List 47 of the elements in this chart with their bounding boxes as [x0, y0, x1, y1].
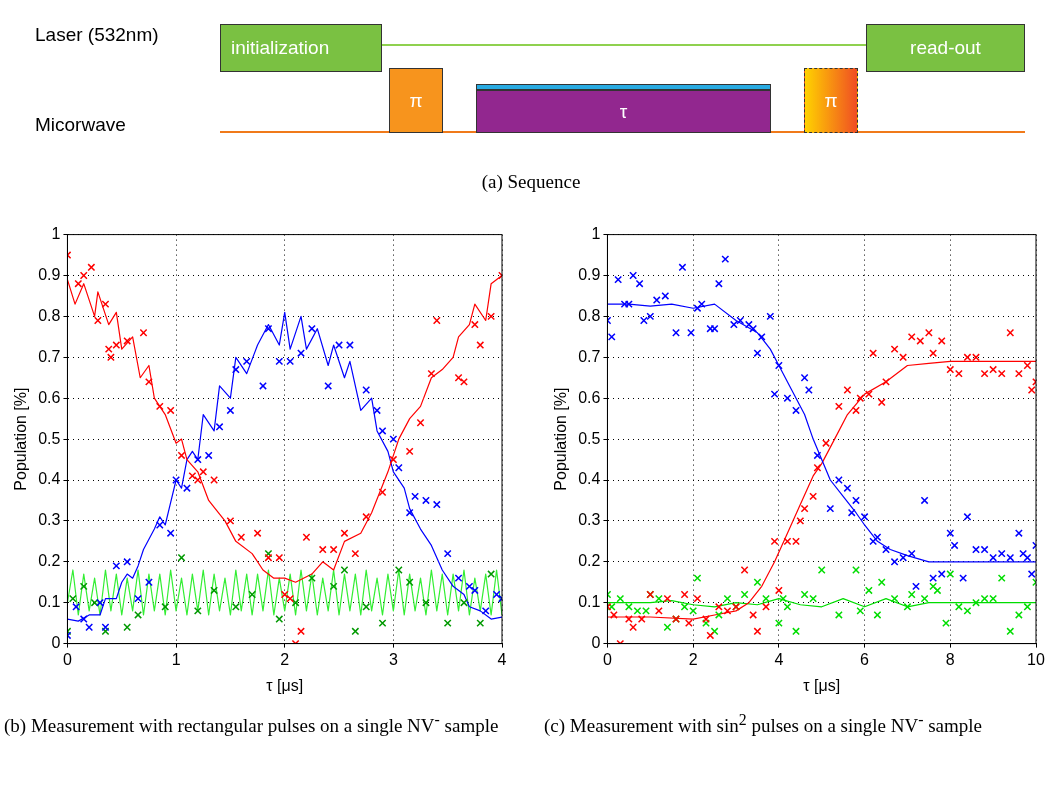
y-tick-label: 0.8 — [38, 306, 61, 324]
y-tick-label: 1 — [51, 225, 61, 243]
y-tick-label: 0.1 — [578, 593, 601, 611]
y-tick-label: 0.9 — [578, 265, 601, 283]
y-tick-label: 0.1 — [38, 593, 61, 611]
x-tick-label: 2 — [688, 650, 698, 668]
y-tick-label: 0.6 — [578, 388, 601, 406]
text: (a) Sequence — [480, 170, 582, 194]
pulse-block: initialization — [220, 24, 382, 72]
text: Micorwave — [35, 114, 126, 136]
x-tick-label: 4 — [774, 650, 784, 668]
y-tick-label: 0.5 — [38, 429, 61, 447]
pulse-block: π — [804, 68, 858, 133]
x-tick-label: 0 — [602, 650, 612, 668]
text: Laser (532nm) — [35, 24, 159, 46]
x-tick-label: 1 — [171, 650, 181, 668]
y-tick-label: 0.8 — [578, 306, 601, 324]
y-tick-label: 0.6 — [38, 388, 61, 406]
x-axis-title: τ [μs] — [803, 676, 841, 694]
y-axis-title: Population [%] — [12, 387, 30, 491]
x-tick-label: 3 — [388, 650, 398, 668]
y-tick-label: 0.9 — [38, 265, 61, 283]
y-tick-label: 0.4 — [38, 470, 61, 488]
x-tick-label: 8 — [945, 650, 955, 668]
y-tick-label: 0.3 — [578, 511, 601, 529]
y-tick-label: 0 — [591, 634, 601, 652]
x-tick-label: 2 — [280, 650, 290, 668]
y-tick-label: 0.7 — [578, 347, 601, 365]
text: (c) Measurement with sin$^{2}$ pulses on a single NV$^{-}$ sample — [544, 710, 983, 739]
x-tick-label: 10 — [1027, 650, 1045, 668]
x-tick-label: 4 — [497, 650, 507, 668]
y-tick-label: 0.4 — [578, 470, 601, 488]
pulse-block: read-out — [866, 24, 1025, 72]
y-axis-title: Population [%] — [552, 387, 570, 491]
y-tick-label: 0.5 — [578, 429, 601, 447]
pulse-block: τ — [476, 90, 771, 133]
y-tick-label: 0.7 — [38, 347, 61, 365]
y-tick-label: 0.3 — [38, 511, 61, 529]
y-tick-label: 0 — [51, 634, 61, 652]
text: (b) Measurement with rectangular pulses on a single NV$^{-}$ sample — [4, 710, 500, 739]
x-tick-label: 0 — [62, 650, 72, 668]
x-tick-label: 6 — [860, 650, 870, 668]
y-tick-label: 0.2 — [578, 552, 601, 570]
pulse-block: π — [389, 68, 443, 133]
y-tick-label: 1 — [591, 225, 601, 243]
y-tick-label: 0.2 — [38, 552, 61, 570]
x-axis-title: τ [μs] — [266, 676, 304, 694]
